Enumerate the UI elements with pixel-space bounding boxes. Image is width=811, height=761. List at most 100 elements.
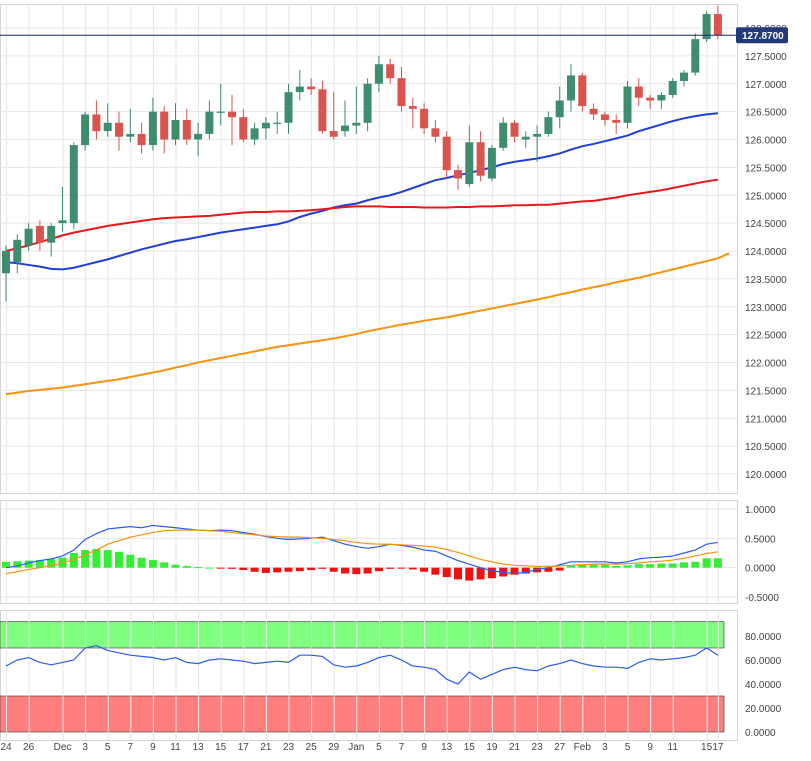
x-tick-label: 13 xyxy=(193,742,205,753)
candle-body xyxy=(273,122,282,124)
price-frame xyxy=(0,4,738,494)
macd-histogram-bar xyxy=(216,567,225,569)
candle-body xyxy=(352,122,361,126)
macd-histogram-bar xyxy=(137,557,146,568)
rsi-frame xyxy=(0,610,738,741)
macd-histogram-bar xyxy=(239,567,248,571)
x-tick-label: 29 xyxy=(328,742,340,753)
x-tick-label: 9 xyxy=(421,742,427,753)
candle-body xyxy=(205,111,214,134)
macd-histogram-bar xyxy=(205,567,214,569)
candle-body xyxy=(397,78,406,107)
x-tick-label: 25 xyxy=(306,742,318,753)
x-tick-label: 21 xyxy=(260,742,272,753)
candle-body xyxy=(713,14,722,36)
x-tick-label: 3 xyxy=(82,742,88,753)
macd-histogram-bar xyxy=(148,560,157,568)
candle-body xyxy=(555,100,564,118)
x-axis: 24 26 Dec 3 5 7 9 11 13 15 17 21 23 25 29 Jan 5 7 9 13 15 19 2… xyxy=(0,742,723,753)
candle-body xyxy=(115,122,123,137)
rsi-tick-label: 20.0000 xyxy=(745,704,782,715)
x-tick-label: 9 xyxy=(150,742,156,753)
candle xyxy=(499,117,508,151)
macd-histogram-bar xyxy=(487,567,496,579)
candle xyxy=(657,92,666,109)
macd-histogram-bar xyxy=(81,550,90,568)
x-tick-label: 15 xyxy=(701,742,713,753)
candle-body xyxy=(408,106,417,109)
candle xyxy=(408,97,417,129)
candle xyxy=(623,80,632,129)
macd-histogram-bar xyxy=(442,567,451,578)
candle xyxy=(307,78,316,95)
candle-body xyxy=(386,64,395,79)
x-tick-label: 5 xyxy=(625,742,631,753)
candle-body xyxy=(250,128,259,140)
macd-tick-label: 0.5000 xyxy=(745,534,776,545)
price-tick-label: 125.5000 xyxy=(745,163,787,174)
macd-histogram-bar xyxy=(521,567,530,574)
macd-histogram-bar xyxy=(544,567,553,572)
candle xyxy=(171,103,180,146)
macd-histogram-bar xyxy=(397,567,406,569)
candle-body xyxy=(476,142,485,176)
candle xyxy=(487,145,496,182)
macd-histogram-bar xyxy=(386,567,395,569)
macd-histogram-bar xyxy=(420,567,429,572)
candle-body xyxy=(126,133,135,137)
candle-body xyxy=(454,170,462,179)
macd-histogram-bar xyxy=(126,554,135,568)
macd-histogram-bar xyxy=(182,565,191,568)
candle-body xyxy=(2,251,10,274)
macd-line xyxy=(5,529,718,575)
candle xyxy=(691,33,700,76)
candle-body xyxy=(171,119,180,140)
candle-body xyxy=(69,145,78,224)
candle-body xyxy=(465,142,474,185)
candle xyxy=(374,55,383,93)
macd-histogram-bar xyxy=(69,553,78,568)
candle xyxy=(69,142,78,229)
macd-tick-label: 1.0000 xyxy=(745,505,776,516)
current-price-label: 127.8700 xyxy=(742,31,784,42)
candle xyxy=(228,94,236,146)
candle xyxy=(713,5,722,40)
x-tick-label: Jan xyxy=(348,742,364,753)
candle xyxy=(126,108,135,143)
rsi-tick-label: 60.0000 xyxy=(745,656,782,667)
candle-body xyxy=(646,97,655,101)
candle-body xyxy=(58,220,67,224)
candle xyxy=(81,111,90,151)
price-tick-label: 127.5000 xyxy=(745,52,787,63)
candle-body xyxy=(680,72,688,81)
candle-body xyxy=(228,111,236,118)
candle-body xyxy=(329,131,338,137)
x-tick-label: 21 xyxy=(509,742,521,753)
candle-body xyxy=(239,117,248,140)
candle xyxy=(533,125,542,162)
macd-histogram-bar xyxy=(476,567,485,580)
macd-histogram-bar xyxy=(578,564,587,568)
candle-body xyxy=(307,86,316,90)
macd-histogram-bar xyxy=(284,567,293,572)
candle xyxy=(35,220,44,251)
x-tick-label: 17 xyxy=(238,742,250,753)
candle-body xyxy=(216,111,225,113)
x-tick-label: Feb xyxy=(574,742,592,753)
x-tick-label: 3 xyxy=(602,742,608,753)
macd-histogram-bar xyxy=(454,567,462,580)
candle-body xyxy=(533,133,542,137)
candle xyxy=(24,223,33,251)
candle xyxy=(680,69,688,87)
candle xyxy=(634,78,643,107)
candle-body xyxy=(612,119,621,123)
candle-body xyxy=(182,119,191,140)
candle-body xyxy=(103,122,112,132)
price-tick-label: 124.0000 xyxy=(745,247,787,258)
macd-histogram-bar xyxy=(589,564,598,568)
macd-histogram-bar xyxy=(465,567,474,581)
candle-body xyxy=(318,89,327,132)
candle-body xyxy=(521,136,530,140)
candle xyxy=(103,103,112,137)
